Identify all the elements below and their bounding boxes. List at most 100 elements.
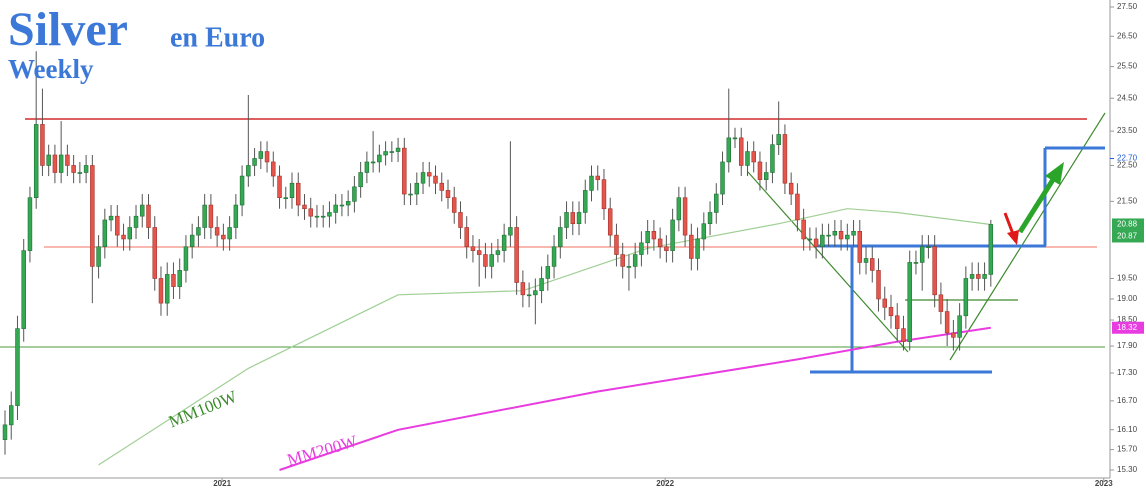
candle-body [320, 215, 326, 218]
y-tick-label: 24.50 [1117, 93, 1138, 102]
candle-body [570, 212, 576, 225]
candle-body [763, 172, 769, 180]
y-tick-label: 26.50 [1117, 31, 1138, 40]
candle-body [77, 172, 83, 174]
chart-title: Silver [8, 3, 128, 56]
candle-body [782, 134, 788, 184]
y-tick-label: 23.50 [1117, 126, 1138, 135]
candle-body [820, 234, 825, 248]
candle-body [358, 172, 363, 188]
candle-body [108, 215, 114, 221]
candle-body [851, 231, 856, 236]
price-label: 18.32 [1117, 323, 1138, 332]
price-label: 22.70 [1117, 154, 1138, 163]
candle-body [788, 182, 794, 195]
candle-body [489, 254, 494, 267]
candle-body [720, 161, 725, 195]
candle-body [364, 161, 370, 173]
candle-body [408, 193, 413, 196]
x-tick-label: 2021 [213, 479, 231, 488]
candle-body [383, 151, 388, 156]
candle-body [926, 246, 931, 249]
candle-body [614, 234, 619, 255]
candle-body [832, 231, 838, 236]
y-tick-label: 21.50 [1117, 196, 1138, 205]
candle-body [520, 282, 526, 296]
candle-body [558, 227, 563, 248]
candle-body [695, 238, 700, 259]
candle-body [870, 258, 875, 271]
candle-body [751, 151, 756, 163]
candle-body [689, 234, 694, 259]
candle-body [795, 193, 800, 221]
candle-body [352, 186, 357, 202]
candle-body [863, 258, 869, 263]
candle-body [427, 172, 432, 177]
candle-body [620, 254, 625, 267]
candle-body [389, 151, 395, 153]
candle-body [826, 234, 831, 237]
candle-body [208, 204, 214, 228]
candle-body [982, 274, 987, 279]
candle-body [8, 405, 14, 426]
candle-body [402, 147, 407, 195]
candle-body [152, 227, 157, 279]
plot [2, 51, 994, 471]
y-tick-label: 17.30 [1117, 368, 1138, 377]
y-tick-label: 27.50 [1117, 2, 1138, 11]
candle-body [545, 266, 551, 279]
candle-body [907, 262, 912, 342]
candle-body [277, 175, 282, 198]
price-badge [1112, 218, 1144, 231]
candle-body [445, 190, 451, 198]
candle-body [901, 328, 906, 342]
candle-body [83, 165, 89, 173]
candle-body [976, 274, 981, 279]
candle-body [183, 246, 189, 271]
candle-body [289, 182, 295, 198]
candle-body [264, 151, 270, 163]
drawings [0, 112, 1106, 374]
candle-body [701, 223, 707, 240]
candle-body [938, 294, 944, 312]
y-tick-label: 19.00 [1117, 294, 1138, 303]
candle-body [876, 270, 881, 300]
candle-body [433, 175, 438, 184]
candle-body [58, 154, 64, 173]
candle-body [670, 219, 675, 251]
candle-body [632, 254, 638, 267]
candle-body [495, 250, 501, 255]
candle-body [158, 278, 164, 304]
candle-body [202, 204, 207, 228]
candle-body [664, 246, 669, 251]
candle-body [894, 315, 900, 329]
candle-body [246, 165, 251, 177]
candle-body [845, 234, 850, 240]
candle-body [333, 204, 338, 213]
candle-body [271, 161, 276, 177]
candle-body [813, 238, 819, 248]
candle-body [370, 161, 376, 164]
candle-body [189, 234, 195, 248]
candle-body [115, 215, 120, 236]
candle-body [476, 250, 482, 255]
candle-body [576, 212, 582, 225]
candle-body [121, 234, 126, 240]
candle-body [707, 212, 713, 225]
line-label: MM200W [285, 431, 360, 469]
candle-body [676, 197, 682, 221]
y-tick-label: 25.50 [1117, 62, 1138, 71]
candle-body [483, 254, 488, 267]
candle-body [739, 137, 744, 166]
candle-body [302, 204, 307, 210]
y-tick-label: 17.90 [1117, 341, 1138, 350]
candle-body [539, 278, 544, 292]
x-tick-label: 2023 [1095, 479, 1113, 488]
candle-body [969, 274, 975, 279]
candle-body [327, 212, 332, 217]
candle-body [221, 234, 226, 240]
candle-body [963, 278, 969, 317]
y-tick-label: 16.70 [1117, 396, 1138, 405]
candle-body [589, 175, 594, 191]
ma-line [279, 326, 991, 471]
